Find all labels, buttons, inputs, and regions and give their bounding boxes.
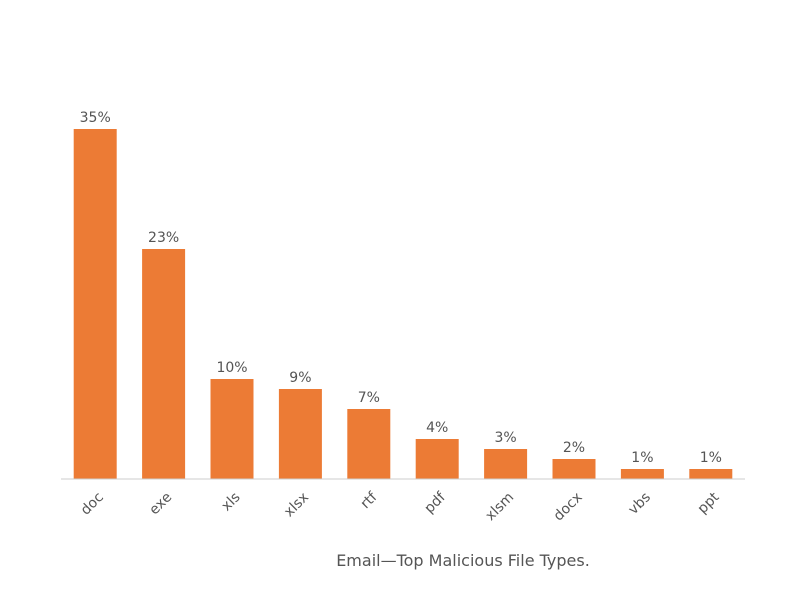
- value-label: 35%: [80, 110, 111, 126]
- bar: [620, 469, 664, 479]
- x-tick-label: ppt: [695, 489, 723, 517]
- bar: [347, 409, 391, 479]
- value-label: 1%: [700, 450, 722, 466]
- bar: [73, 129, 117, 479]
- value-label: 3%: [494, 430, 516, 446]
- x-tick-label: rtf: [358, 489, 382, 513]
- bar: [415, 439, 459, 479]
- value-label: 9%: [289, 370, 311, 386]
- x-tick-label: doc: [78, 489, 107, 518]
- bar: [142, 249, 186, 479]
- bar: [278, 389, 322, 479]
- bar: [210, 379, 254, 479]
- value-label: 2%: [563, 440, 585, 456]
- value-label: 10%: [216, 360, 247, 376]
- bar: [484, 449, 528, 479]
- value-label: 1%: [631, 450, 653, 466]
- chart-title: Email—Top Malicious File Types.: [336, 551, 590, 570]
- x-tick-label: xlsx: [281, 489, 312, 520]
- value-label: 4%: [426, 420, 448, 436]
- bar: [689, 469, 733, 479]
- x-tick-label: exe: [146, 489, 175, 518]
- value-label: 7%: [358, 390, 380, 406]
- value-label: 23%: [148, 230, 179, 246]
- bar: [552, 459, 596, 479]
- x-tick-label: vbs: [625, 489, 654, 518]
- x-tick-label: xls: [219, 489, 244, 514]
- x-tick-label: pdf: [421, 489, 449, 517]
- x-tick-label: docx: [551, 489, 586, 524]
- x-tick-label: xlsm: [483, 489, 518, 524]
